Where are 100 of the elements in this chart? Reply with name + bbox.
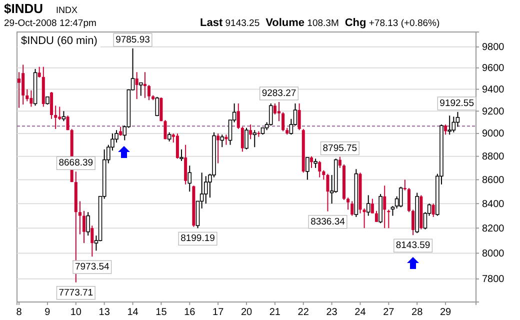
- candlestick: [306, 156, 310, 180]
- y-tick-label: 9600: [482, 63, 505, 74]
- candlestick: [346, 197, 350, 210]
- candlestick: [220, 134, 224, 148]
- candlestick: [366, 194, 370, 216]
- x-tick-label: 22: [298, 307, 310, 318]
- candlestick: [448, 115, 452, 136]
- y-tick-label: 9400: [482, 84, 505, 96]
- x-tick-label: 8: [16, 307, 22, 318]
- text: Volume 108.3M: [266, 17, 339, 29]
- candlestick: [318, 160, 322, 178]
- candlestick: [322, 170, 326, 180]
- candlestick: [236, 102, 240, 130]
- annotation: 8143.59: [396, 240, 430, 252]
- candlestick: [180, 148, 184, 162]
- y-tick-label: 9200: [482, 106, 505, 118]
- candlestick: [216, 132, 220, 164]
- annotation: 9785.93: [116, 34, 150, 46]
- annotation: 7773.71: [58, 287, 94, 298]
- x-tick-label: 29: [440, 307, 452, 318]
- candlestick: [273, 102, 276, 115]
- candlestick: [82, 210, 86, 244]
- x-tick-label: 13: [98, 307, 110, 318]
- candlestick: [18, 72, 21, 108]
- candlestick: [244, 127, 248, 150]
- candlestick: [188, 165, 192, 192]
- candlestick: [135, 72, 138, 100]
- chart-subtitle: 29-Oct-2008 12:47pm: [4, 18, 97, 29]
- y-tick-label: 8400: [482, 198, 505, 210]
- chart-title: $INDU: [4, 1, 44, 16]
- annotation: 8668.39: [58, 158, 94, 169]
- candlestick: [204, 176, 208, 204]
- candlestick: [432, 203, 435, 218]
- candlestick: [78, 200, 82, 235]
- annotation: 8795.75: [322, 142, 358, 154]
- candlestick: [38, 66, 41, 78]
- candlestick: [407, 188, 410, 213]
- candlestick: [398, 186, 403, 208]
- x-tick-label: 20: [240, 307, 252, 318]
- candlestick: [50, 91, 54, 120]
- annotation: 8336.34: [310, 216, 345, 228]
- annotation: $INDU (60 min): [21, 35, 98, 47]
- candlestick: [362, 208, 366, 229]
- x-tick-label: 27: [383, 307, 395, 318]
- x-tick-label: 24: [354, 307, 366, 318]
- candlestick: [119, 126, 122, 136]
- candlestick: [252, 130, 257, 148]
- candlestick: [338, 156, 342, 168]
- x-tick-label: 15: [156, 307, 168, 318]
- candlestick: [143, 72, 146, 98]
- text: Last 9143.25: [200, 17, 260, 29]
- candlestick: [26, 88, 29, 102]
- x-tick-label: 10: [70, 307, 82, 318]
- candlestick: [412, 209, 415, 236]
- y-tick-label: 8800: [482, 152, 505, 163]
- annotation: 9283.27: [262, 88, 296, 99]
- candlestick: [148, 84, 151, 101]
- candlestick: [164, 120, 167, 140]
- y-tick-label: 9800: [482, 42, 505, 54]
- text: INDX: [56, 5, 78, 15]
- candlestick: [249, 124, 252, 140]
- candlestick: [390, 206, 395, 216]
- x-tick-label: 16: [184, 307, 196, 318]
- text: Chg +78.13 (+0.86%): [344, 17, 440, 29]
- y-tick-label: 8200: [482, 223, 505, 234]
- candlestick: [383, 185, 386, 229]
- annotation: 8199.19: [180, 233, 215, 244]
- candlestick: [30, 90, 33, 108]
- candlestick: [160, 96, 163, 122]
- y-tick-label: 8000: [482, 248, 505, 260]
- candlestick: [167, 132, 172, 142]
- candlestick: [184, 144, 188, 185]
- x-tick-label: 17: [212, 307, 224, 318]
- candlestick: [176, 132, 179, 160]
- candlestick: [374, 210, 378, 222]
- candlestick: [452, 116, 456, 133]
- candlestick: [240, 126, 244, 152]
- candlestick: [66, 115, 70, 131]
- candlestick: [58, 106, 62, 121]
- candlestick: [90, 225, 94, 258]
- candlestick: [310, 156, 313, 168]
- candlestick: [54, 105, 58, 130]
- candlestick: [22, 64, 25, 106]
- x-tick-label: 28: [412, 307, 424, 318]
- candlestick: [86, 212, 90, 236]
- candlestick: [268, 102, 273, 126]
- y-tick-label: 8600: [482, 174, 505, 186]
- candlestick: [155, 96, 160, 117]
- candlestick: [370, 198, 374, 214]
- candlestick: [277, 101, 280, 122]
- annotation: 7973.54: [74, 262, 110, 273]
- candlestick: [314, 158, 318, 168]
- x-tick-label: 21: [269, 307, 281, 318]
- candlestick: [282, 112, 285, 132]
- candlestick: [138, 82, 143, 96]
- annotation: 9192.55: [440, 98, 474, 109]
- x-tick-label: 23: [326, 307, 338, 318]
- candlestick: [326, 173, 330, 212]
- y-tick-label: 7800: [482, 274, 505, 286]
- candlestick: [62, 110, 66, 122]
